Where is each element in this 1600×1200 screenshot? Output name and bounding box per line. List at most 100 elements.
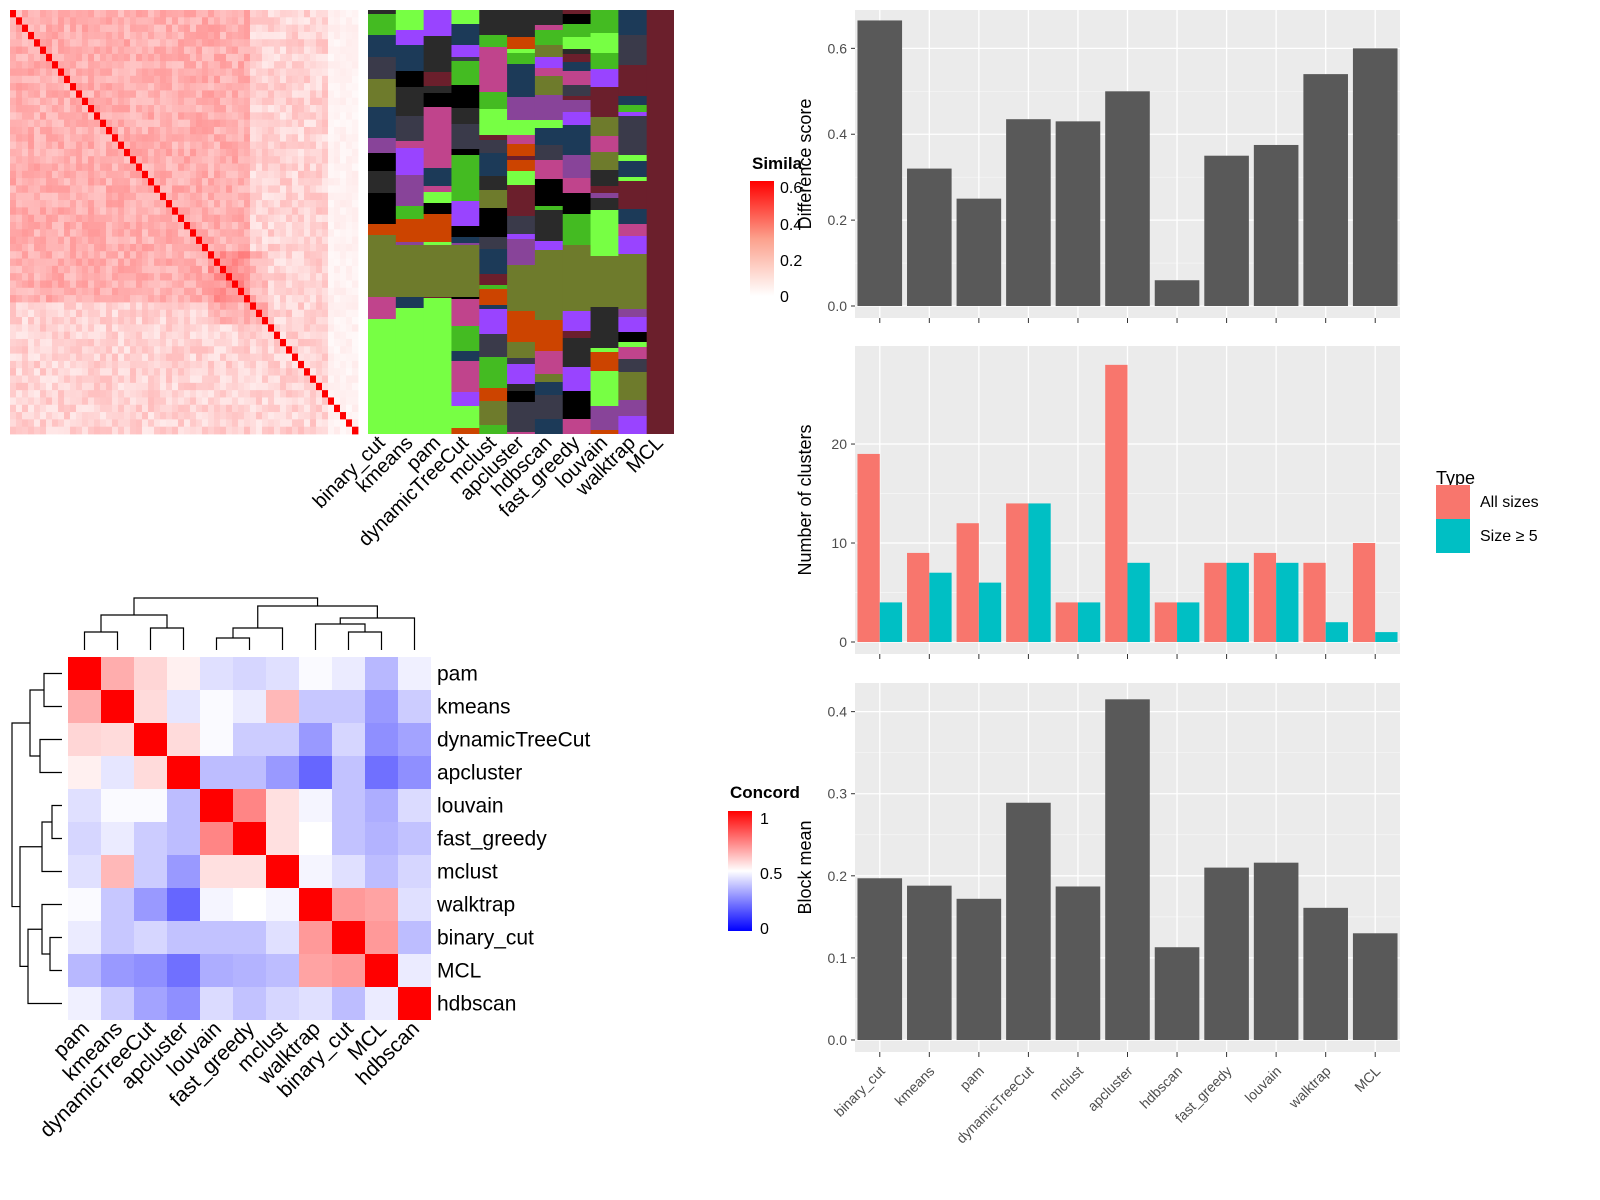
similarity-cell — [10, 222, 17, 230]
similarity-cell — [292, 324, 299, 333]
similarity-cell — [220, 309, 227, 318]
similarity-cell — [64, 214, 71, 223]
similarity-cell — [298, 148, 305, 157]
similarity-cell — [106, 273, 113, 281]
similarity-cell — [340, 119, 347, 128]
similarity-cell — [232, 302, 239, 311]
similarity-cell — [268, 338, 275, 347]
similarity-cell — [16, 112, 23, 121]
similarity-cell — [172, 134, 179, 142]
assignment-block — [479, 47, 508, 61]
similarity-cell — [310, 229, 317, 238]
assignment-block — [479, 425, 508, 434]
similarity-cell — [82, 324, 89, 333]
similarity-cell — [262, 331, 269, 340]
similarity-cell — [88, 156, 95, 164]
similarity-cell — [100, 170, 107, 179]
similarity-cell — [154, 148, 161, 157]
similarity-cell — [280, 90, 287, 99]
similarity-cell — [352, 222, 359, 230]
similarity-cell — [130, 192, 137, 201]
similarity-cell — [52, 243, 59, 252]
similarity-cell — [322, 126, 329, 135]
similarity-cell — [274, 192, 281, 201]
similarity-cell — [118, 375, 125, 384]
similarity-cell — [268, 200, 275, 208]
similarity-cell — [280, 207, 287, 216]
similarity-cell — [268, 214, 275, 223]
similarity-cell — [148, 346, 155, 354]
similarity-cell — [100, 243, 107, 252]
similarity-cell — [208, 200, 215, 208]
assignment-block — [451, 226, 480, 237]
assignment-block — [618, 400, 647, 416]
similarity-cell — [238, 148, 245, 157]
similarity-cell — [250, 61, 257, 69]
similarity-cell — [40, 24, 47, 33]
similarity-cell — [292, 200, 299, 208]
similarity-cell — [160, 412, 167, 420]
similarity-cell — [274, 17, 281, 26]
similarity-cell — [232, 404, 239, 413]
similarity-cell — [142, 185, 149, 194]
similarity-cell — [160, 265, 167, 274]
similarity-cell — [70, 156, 77, 164]
similarity-cell — [160, 119, 167, 128]
similarity-cell — [232, 273, 239, 281]
similarity-cell — [136, 236, 143, 245]
similarity-cell — [256, 368, 263, 376]
similarity-cell — [34, 192, 41, 201]
assignment-block — [451, 124, 480, 149]
similarity-cell — [286, 156, 293, 164]
similarity-cell — [76, 17, 83, 26]
similarity-cell — [346, 390, 353, 398]
similarity-cell — [250, 412, 257, 420]
concordance-cell — [101, 822, 134, 855]
similarity-cell — [220, 258, 227, 267]
similarity-cell — [16, 105, 23, 113]
similarity-cell — [226, 375, 233, 384]
similarity-cell — [280, 360, 287, 369]
similarity-cell — [154, 382, 161, 391]
similarity-cell — [124, 382, 131, 391]
similarity-cell — [304, 148, 311, 157]
similarity-cell — [310, 258, 317, 267]
similarity-cell — [298, 251, 305, 259]
similarity-cell — [136, 17, 143, 26]
similarity-cell — [64, 236, 71, 245]
similarity-cell — [268, 31, 275, 40]
similarity-cell — [298, 126, 305, 135]
concordance-cell — [134, 723, 167, 756]
similarity-cell — [190, 207, 197, 216]
similarity-cell — [124, 68, 131, 77]
similarity-cell — [250, 24, 257, 33]
similarity-cell — [142, 390, 149, 398]
similarity-cell — [154, 39, 161, 47]
similarity-cell — [310, 31, 317, 40]
similarity-cell — [310, 163, 317, 172]
assignment-block — [562, 155, 592, 172]
similarity-cell — [172, 207, 179, 216]
similarity-cell — [118, 265, 125, 274]
similarity-cell — [322, 273, 329, 281]
similarity-cell — [250, 331, 257, 340]
similarity-cell — [298, 317, 305, 325]
similarity-cell — [172, 353, 179, 362]
similarity-cell — [16, 375, 23, 384]
similarity-cell — [202, 222, 209, 230]
similarity-cell — [10, 309, 17, 318]
similarity-cell — [94, 17, 101, 26]
similarity-cell — [346, 302, 353, 311]
similarity-cell — [16, 126, 23, 135]
similarity-cell — [10, 265, 17, 274]
similarity-cell — [34, 163, 41, 172]
assignment-block — [618, 224, 647, 236]
similarity-cell — [202, 170, 209, 179]
bar — [857, 878, 903, 1040]
concordance-cell — [68, 690, 101, 723]
similarity-cell — [172, 302, 179, 311]
concordance-cell — [134, 921, 167, 954]
similarity-cell — [76, 258, 83, 267]
similarity-cell — [124, 46, 131, 55]
assignment-block — [562, 49, 592, 54]
